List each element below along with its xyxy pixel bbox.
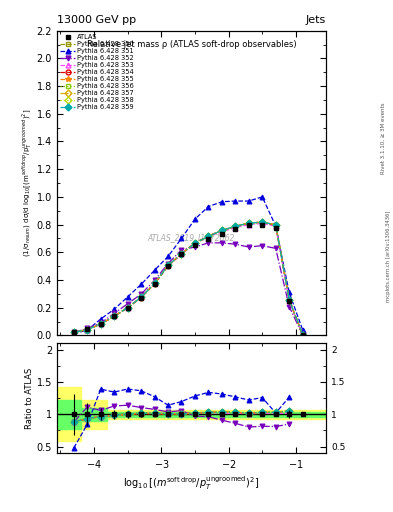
Y-axis label: Ratio to ATLAS: Ratio to ATLAS <box>25 368 34 429</box>
Text: 13000 GeV pp: 13000 GeV pp <box>57 14 136 25</box>
Text: ATLAS_2019_I1772062: ATLAS_2019_I1772062 <box>148 233 235 242</box>
Text: Jets: Jets <box>306 14 326 25</box>
X-axis label: $\log_{10}[(m^{\mathrm{soft\,drop}}/p_T^{\mathrm{ungroomed}})^2]$: $\log_{10}[(m^{\mathrm{soft\,drop}}/p_T^… <box>123 474 260 492</box>
Text: Relative jet mass ρ (ATLAS soft-drop observables): Relative jet mass ρ (ATLAS soft-drop obs… <box>87 40 296 49</box>
Text: Rivet 3.1.10, ≥ 3M events: Rivet 3.1.10, ≥ 3M events <box>381 102 386 174</box>
Legend: ATLAS, Pythia 6.428 350, Pythia 6.428 351, Pythia 6.428 352, Pythia 6.428 353, P: ATLAS, Pythia 6.428 350, Pythia 6.428 35… <box>59 33 135 112</box>
Text: mcplots.cern.ch [arXiv:1306.3436]: mcplots.cern.ch [arXiv:1306.3436] <box>386 210 391 302</box>
Y-axis label: (1/σ$_{resum}$) dσ/d log$_{10}$[(m$^{soft drop}$/p$_T^{ungroomed}$)$^2$]: (1/σ$_{resum}$) dσ/d log$_{10}$[(m$^{sof… <box>21 109 34 257</box>
